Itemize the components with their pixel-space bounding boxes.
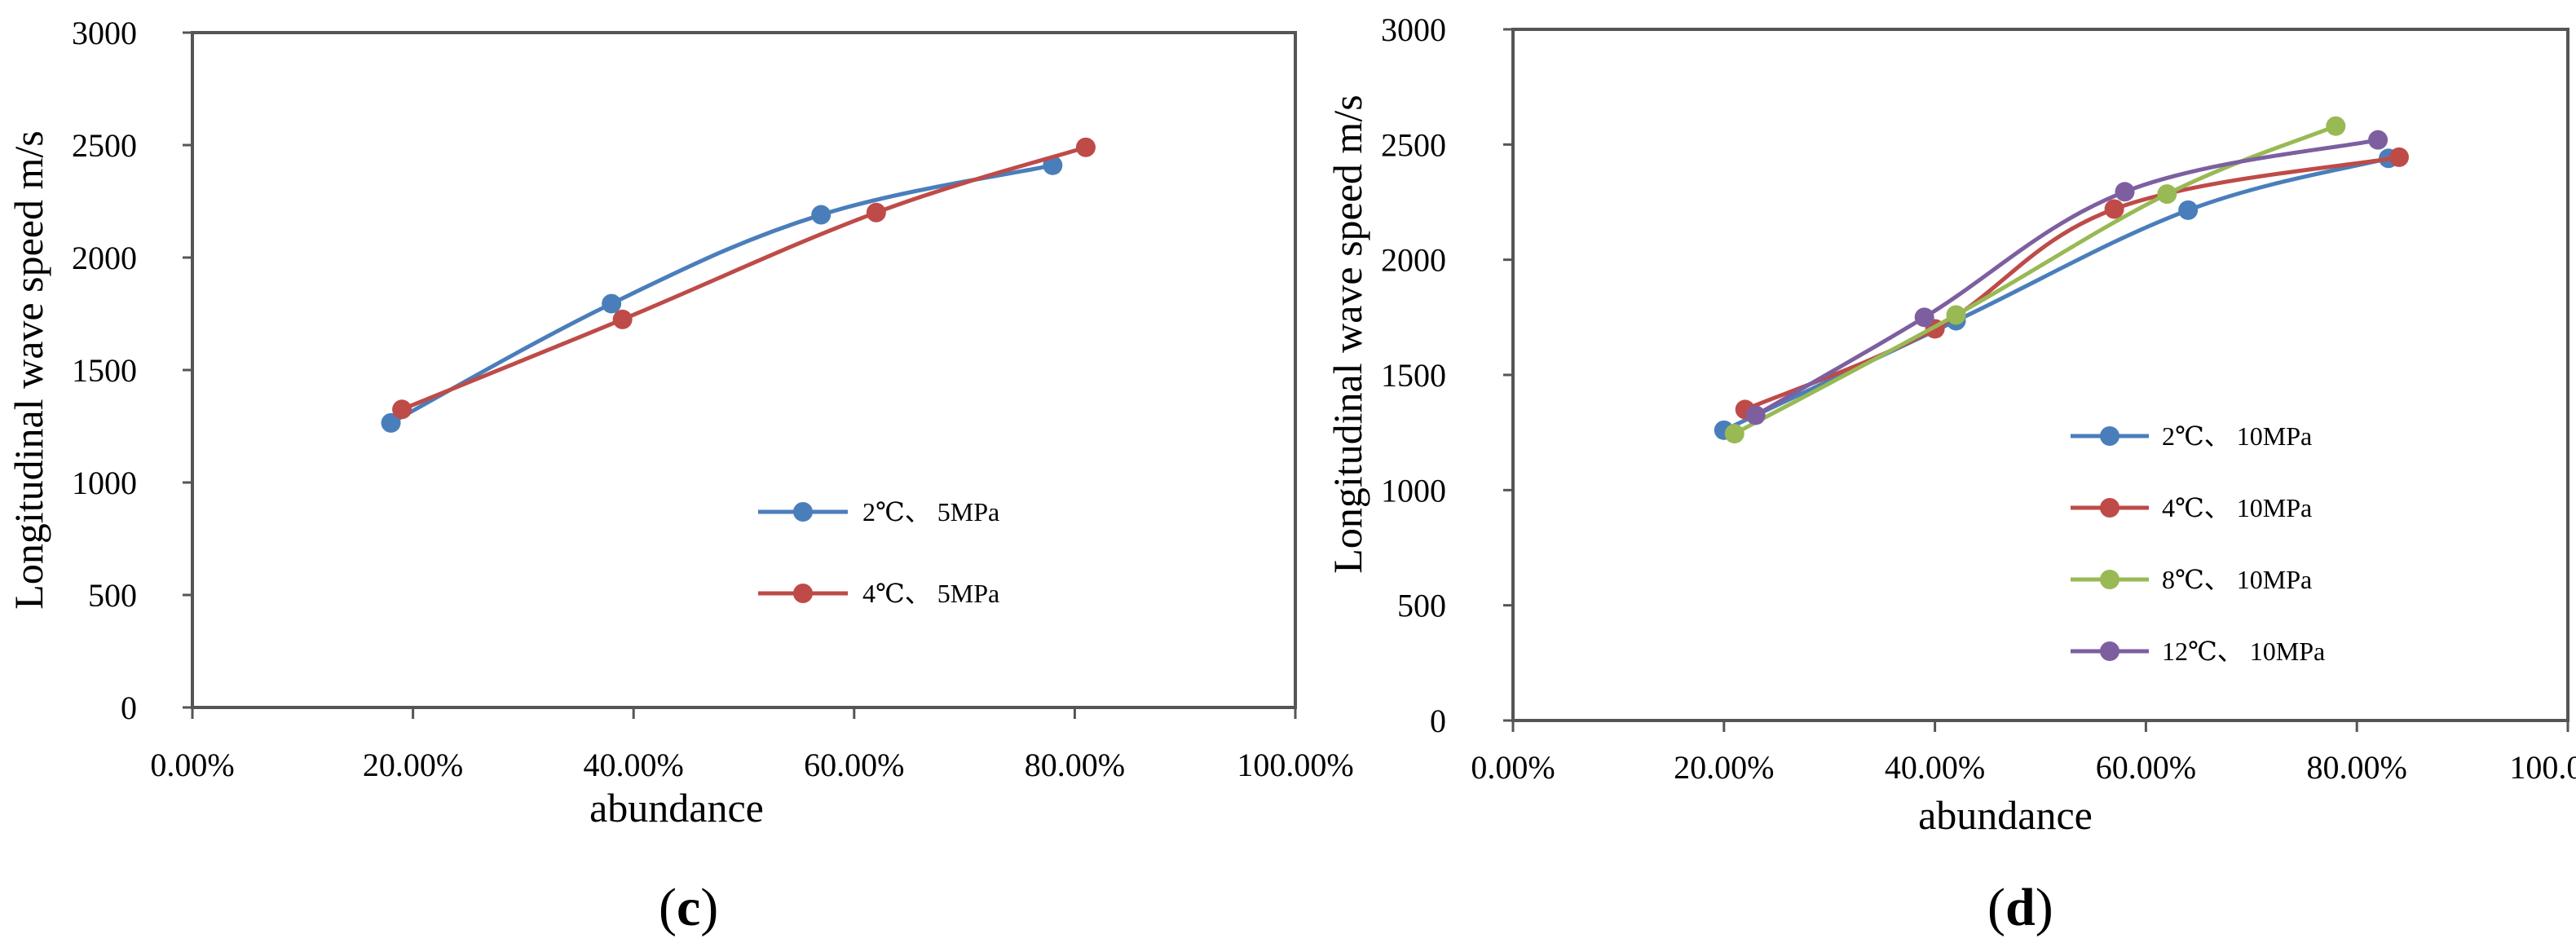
x-axis-title: abundance — [1918, 792, 2093, 838]
y-tick-label: 1500 — [72, 352, 137, 389]
data-point — [392, 399, 412, 420]
data-point — [2178, 200, 2199, 220]
data-point — [866, 202, 886, 223]
plot-frame — [191, 31, 1297, 709]
x-tick-label: 80.00% — [1025, 747, 1125, 783]
data-point — [2326, 116, 2346, 136]
legend: 2℃、 5MPa 4℃、 5MPa — [758, 497, 999, 608]
series-line — [401, 145, 1087, 412]
x-tick-label: 40.00% — [584, 747, 684, 783]
series-2 — [1724, 116, 2346, 444]
data-point — [1946, 305, 1966, 325]
data-point — [2104, 199, 2124, 219]
series-line — [1754, 138, 2379, 417]
legend-label: 2℃、 5MPa — [862, 497, 999, 527]
legend-marker — [2100, 641, 2119, 661]
x-tick-label: 60.00% — [804, 747, 904, 783]
panel-label-close: ) — [700, 878, 718, 937]
legend-marker — [793, 502, 813, 522]
legend: 2℃、 10MPa 4℃、 10MPa 8℃、 10MPa 12℃、 10MPa — [2071, 421, 2325, 666]
legend-label: 12℃、 10MPa — [2162, 637, 2325, 666]
legend-label: 4℃、 5MPa — [862, 579, 999, 608]
legend-label: 2℃、 10MPa — [2162, 421, 2312, 451]
x-tick-label: 80.00% — [2307, 749, 2407, 786]
data-point — [1075, 137, 1096, 157]
panel-label-letter: d — [2005, 878, 2036, 937]
legend-label: 4℃、 10MPa — [2162, 493, 2312, 522]
series-3 — [1745, 130, 2389, 425]
data-point — [1724, 424, 1745, 444]
data-point — [811, 205, 831, 225]
legend-label: 8℃、 10MPa — [2162, 565, 2312, 594]
data-point — [2389, 147, 2409, 167]
x-tick-label: 0.00% — [1471, 749, 1555, 786]
series-0 — [1714, 148, 2399, 440]
y-tick-label: 2500 — [72, 127, 137, 164]
series-line — [1744, 155, 2400, 412]
panel-label-open: ( — [1987, 878, 2005, 937]
chart-panel-c: 0.00% 20.00% 40.00% 60.00% 80.00% 100.00% 0 500… — [6, 15, 1354, 937]
legend-marker — [2100, 498, 2119, 518]
legend-marker — [2100, 570, 2119, 589]
data-point — [602, 293, 622, 314]
x-tick-label: 0.00% — [150, 747, 234, 783]
x-tick-label: 20.00% — [363, 747, 463, 783]
y-tick-label: 1000 — [1381, 472, 1446, 509]
panel-label: (c) — [659, 878, 718, 937]
x-tick-label: 100.00% — [1237, 747, 1353, 783]
y-tick-label: 0 — [121, 690, 137, 726]
data-point — [2115, 182, 2135, 202]
data-point — [1914, 307, 1934, 328]
panel-label-letter: c — [677, 878, 700, 937]
x-tick-label: 40.00% — [1885, 749, 1985, 786]
panel-label: (d) — [1987, 878, 2053, 937]
y-axis-title: Longitudinal wave speed m/s — [1325, 95, 1370, 573]
y-axis-title: Longitudinal wave speed m/s — [6, 130, 51, 609]
series-1 — [392, 137, 1096, 420]
x-tick-label: 100.00% — [2509, 749, 2576, 786]
y-tick-label: 0 — [1430, 703, 1446, 739]
panel-label-open: ( — [659, 878, 677, 937]
panel-label-close: ) — [2036, 878, 2053, 937]
legend-marker — [2100, 426, 2119, 446]
plot-frame — [1511, 28, 2569, 722]
series-0 — [381, 155, 1063, 433]
y-tick-label: 3000 — [1381, 11, 1446, 48]
y-tick-label: 3000 — [72, 15, 137, 51]
y-tick-label: 500 — [88, 577, 137, 614]
y-tick-label: 500 — [1397, 588, 1446, 624]
chart-panel-d: 0.00% 20.00% 40.00% 60.00% 80.00% 100.00% 0 500… — [1325, 11, 2576, 937]
data-point — [1745, 405, 1766, 425]
data-point — [381, 412, 401, 433]
y-tick-label: 2000 — [72, 240, 137, 276]
x-tick-label: 20.00% — [1674, 749, 1774, 786]
series-line — [1722, 156, 2389, 433]
series-line — [390, 163, 1053, 425]
x-tick-label: 60.00% — [2096, 749, 2196, 786]
data-point — [2368, 130, 2389, 150]
y-tick-label: 2500 — [1381, 126, 1446, 163]
y-tick-label: 1000 — [72, 465, 137, 501]
y-tick-label: 1500 — [1381, 357, 1446, 394]
y-tick-label: 2000 — [1381, 242, 1446, 279]
series-line — [1733, 124, 2337, 436]
legend-marker — [793, 584, 813, 603]
data-point — [612, 309, 633, 329]
x-axis-title: abundance — [589, 785, 764, 831]
data-point — [2157, 184, 2177, 205]
